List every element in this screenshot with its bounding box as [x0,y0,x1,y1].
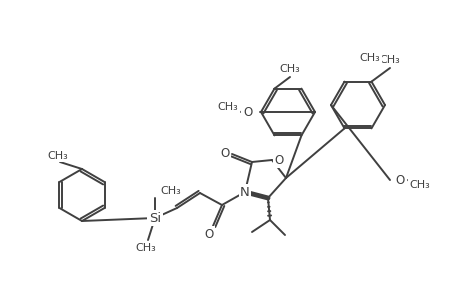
Text: CH₃: CH₃ [48,151,68,161]
Text: O: O [204,227,213,241]
Text: CH₃: CH₃ [217,102,238,112]
Text: O: O [274,154,283,166]
Text: CH₃: CH₃ [409,180,430,190]
Text: Si: Si [149,212,161,224]
Text: O: O [243,106,252,118]
Text: CH₃: CH₃ [279,64,300,74]
Text: O: O [220,146,229,160]
Text: N: N [240,185,249,199]
Text: CH₃: CH₃ [160,186,180,196]
Text: CH₃: CH₃ [379,55,399,65]
Text: O: O [395,173,404,187]
Text: CH₃: CH₃ [359,53,380,63]
Text: CH₃: CH₃ [135,243,156,253]
